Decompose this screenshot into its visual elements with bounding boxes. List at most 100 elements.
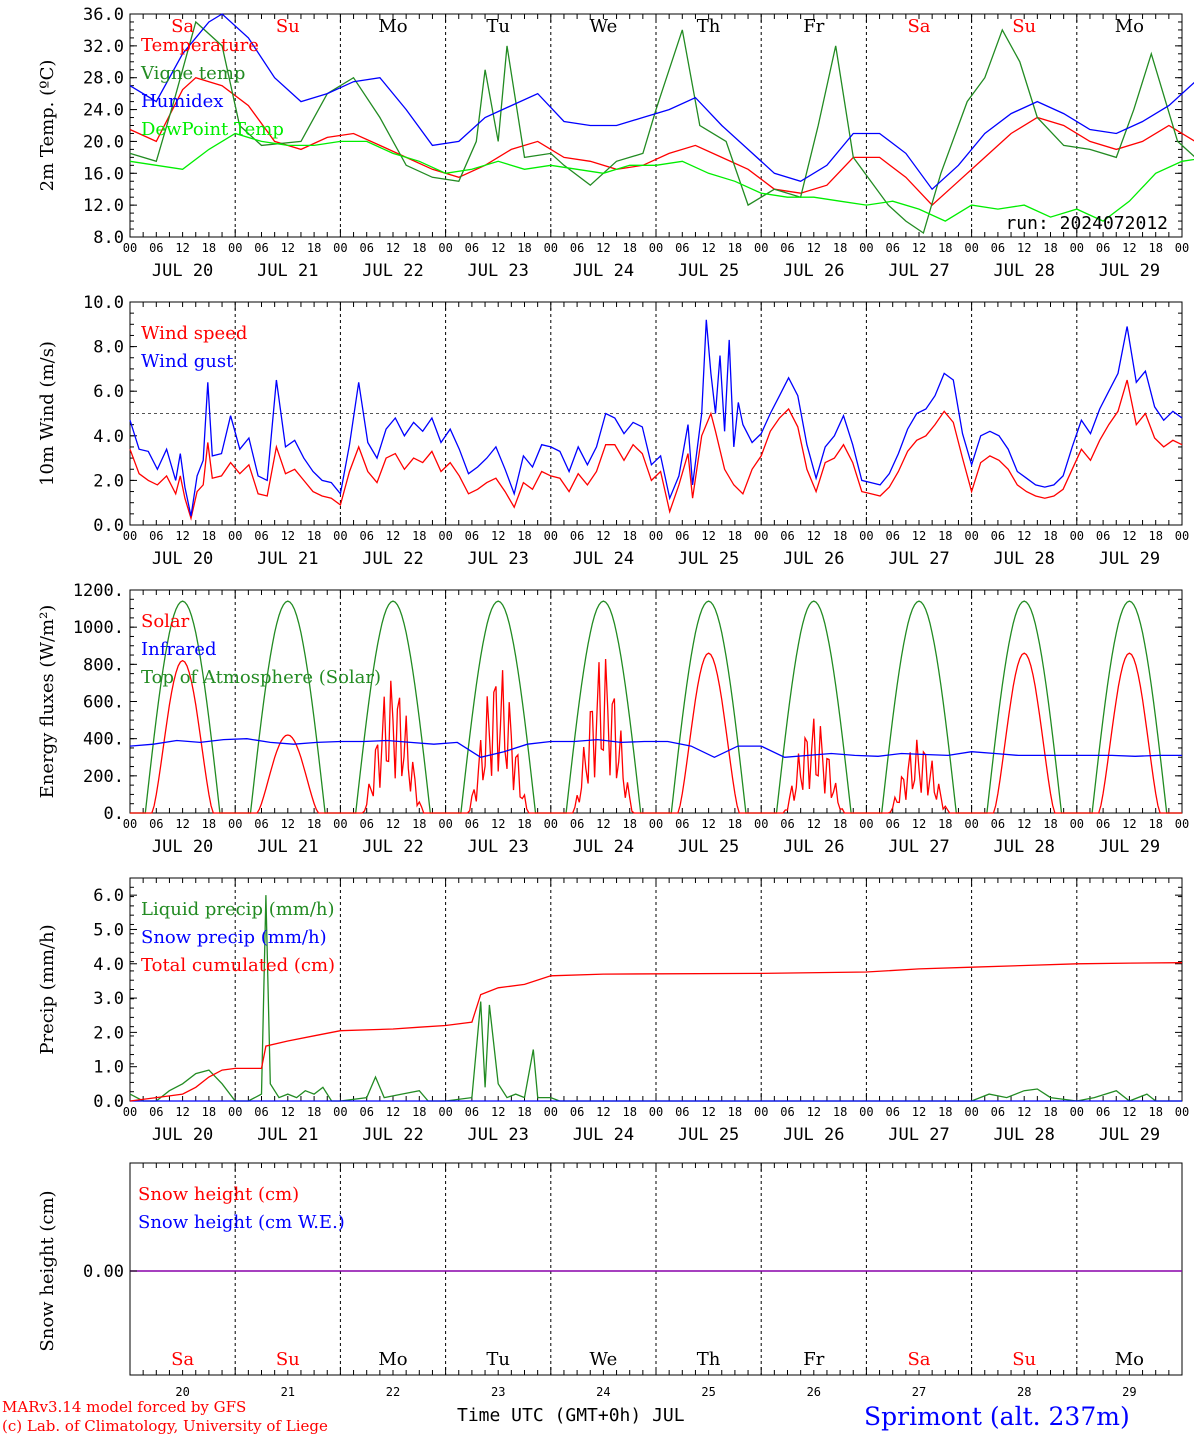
legend-entry: Snow height (cm W.E.) <box>138 1212 345 1233</box>
hour-tick-label: 06 <box>991 529 1005 543</box>
legend-entry: Liquid precip (mm/h) <box>141 899 335 920</box>
hour-tick-label: 00 <box>123 1105 137 1119</box>
hour-tick-label: 06 <box>780 241 794 255</box>
day-name-label: Tu <box>486 16 510 37</box>
y-tick-label: 400. <box>83 730 124 750</box>
y-axis-label: Snow height (cm) <box>37 1190 58 1351</box>
day-number-label: 23 <box>491 1385 505 1399</box>
hour-tick-label: 00 <box>649 817 663 831</box>
date-label: JUL 22 <box>362 1125 423 1145</box>
y-tick-label: 1.0 <box>93 1058 124 1078</box>
hour-tick-label: 12 <box>1122 529 1136 543</box>
day-name-label: Th <box>697 16 721 37</box>
hour-tick-label: 18 <box>517 529 531 543</box>
hour-tick-label: 12 <box>701 1105 715 1119</box>
hour-tick-label: 06 <box>359 529 373 543</box>
hour-tick-label: 12 <box>701 817 715 831</box>
run-annotation: run: 2024072012 <box>1005 213 1168 234</box>
hour-tick-label: 18 <box>938 241 952 255</box>
hour-tick-label: 12 <box>701 529 715 543</box>
hour-tick-label: 18 <box>307 529 321 543</box>
hour-tick-label: 12 <box>175 817 189 831</box>
hour-tick-label: 18 <box>307 817 321 831</box>
time-axis-label: Time UTC (GMT+0h) JUL <box>457 1405 685 1426</box>
hour-tick-label: 06 <box>675 817 689 831</box>
hour-tick-label: 12 <box>491 1105 505 1119</box>
hour-tick-label: 18 <box>1043 241 1057 255</box>
date-label: JUL 24 <box>573 837 634 857</box>
hour-tick-label: 18 <box>622 241 636 255</box>
hour-tick-label: 12 <box>281 1105 295 1119</box>
hour-tick-label: 06 <box>359 1105 373 1119</box>
date-label: JUL 22 <box>362 837 423 857</box>
day-name-label: Su <box>1012 1349 1036 1370</box>
hour-tick-label: 06 <box>359 241 373 255</box>
date-label: JUL 21 <box>257 837 318 857</box>
day-name-label: Mo <box>378 1349 407 1370</box>
y-tick-label: 16.0 <box>83 164 124 184</box>
hour-tick-label: 12 <box>1017 1105 1031 1119</box>
hour-tick-label: 18 <box>412 817 426 831</box>
hour-tick-label: 00 <box>754 241 768 255</box>
date-label: JUL 21 <box>257 549 318 569</box>
legend-entry: Solar <box>141 611 190 632</box>
hour-tick-label: 18 <box>833 529 847 543</box>
y-tick-label: 4.0 <box>93 427 124 447</box>
hour-tick-label: 18 <box>622 1105 636 1119</box>
day-name-label: Mo <box>1115 1349 1144 1370</box>
legend-entry: Humidex <box>141 91 223 112</box>
y-tick-label: 5.0 <box>93 920 124 940</box>
hour-tick-label: 12 <box>912 1105 926 1119</box>
date-label: JUL 25 <box>678 837 739 857</box>
hour-tick-label: 12 <box>1017 241 1031 255</box>
date-label: JUL 22 <box>362 261 423 281</box>
hour-tick-label: 12 <box>807 241 821 255</box>
day-name-label: We <box>590 1349 618 1370</box>
day-number-label: 22 <box>386 1385 400 1399</box>
hour-tick-label: 06 <box>570 529 584 543</box>
hour-tick-label: 00 <box>228 529 242 543</box>
day-name-label: Su <box>276 16 300 37</box>
y-tick-label: 32.0 <box>83 37 124 57</box>
date-label: JUL 29 <box>1099 1125 1160 1145</box>
legend-entry: Vigne temp <box>140 63 245 84</box>
date-label: JUL 20 <box>152 1125 213 1145</box>
day-number-label: 26 <box>807 1385 821 1399</box>
date-label: JUL 28 <box>993 261 1054 281</box>
hour-tick-label: 06 <box>149 1105 163 1119</box>
hour-tick-label: 00 <box>123 241 137 255</box>
hour-tick-label: 00 <box>649 529 663 543</box>
day-name-label: Su <box>1012 16 1036 37</box>
hour-tick-label: 00 <box>754 817 768 831</box>
y-tick-label: 1200. <box>73 581 124 601</box>
date-label: JUL 29 <box>1099 261 1160 281</box>
hour-tick-label: 00 <box>1070 241 1084 255</box>
hour-tick-label: 00 <box>544 241 558 255</box>
hour-tick-label: 00 <box>123 817 137 831</box>
hour-tick-label: 18 <box>833 1105 847 1119</box>
hour-tick-label: 06 <box>465 1105 479 1119</box>
date-label: JUL 27 <box>888 549 949 569</box>
hour-tick-label: 00 <box>859 1105 873 1119</box>
hour-tick-label: 12 <box>386 529 400 543</box>
hour-tick-label: 00 <box>228 1105 242 1119</box>
hour-tick-label: 18 <box>728 1105 742 1119</box>
hour-tick-label: 12 <box>281 241 295 255</box>
hour-tick-label: 18 <box>1148 529 1162 543</box>
hour-tick-label: 00 <box>544 529 558 543</box>
hour-tick-label: 00 <box>859 241 873 255</box>
hour-tick-label: 00 <box>544 1105 558 1119</box>
date-label: JUL 28 <box>993 837 1054 857</box>
date-label: JUL 20 <box>152 549 213 569</box>
hour-tick-label: 00 <box>1175 1105 1189 1119</box>
y-tick-label: 4.0 <box>93 955 124 975</box>
hour-tick-label: 18 <box>202 241 216 255</box>
y-axis-label: Precip (mm/h) <box>37 924 58 1054</box>
date-label: JUL 26 <box>783 261 844 281</box>
y-tick-label: 6.0 <box>93 382 124 402</box>
hour-tick-label: 06 <box>149 241 163 255</box>
y-tick-label: 2.0 <box>93 1023 124 1043</box>
hour-tick-label: 06 <box>991 1105 1005 1119</box>
hour-tick-label: 18 <box>1043 529 1057 543</box>
